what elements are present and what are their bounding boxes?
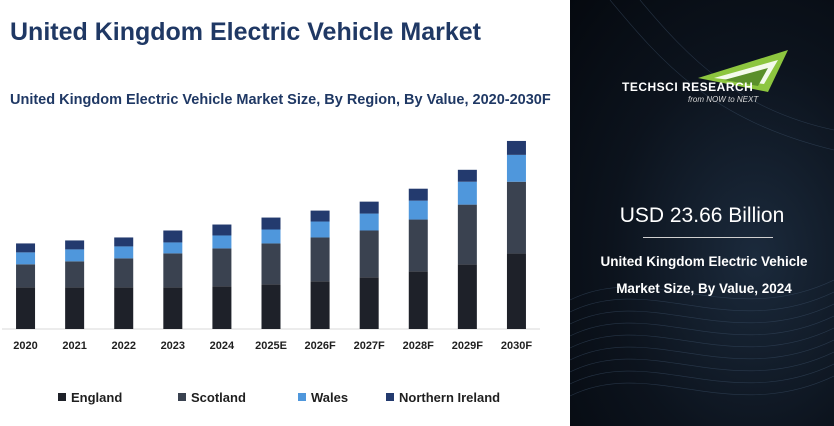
bar-segment-england-2021 — [65, 287, 85, 329]
background-wave-lines — [570, 0, 834, 397]
chart-legend: England Scotland Wales Northern Ireland — [58, 388, 516, 406]
bar-segment-england-2028f — [408, 271, 428, 329]
bar-segment-northern-ireland-2021 — [65, 240, 85, 250]
logo-wordmark: TECHSCI RESEARCH — [622, 80, 754, 94]
bar-segment-scotland-2025e — [261, 243, 281, 285]
bar-segment-northern-ireland-2029f — [457, 169, 477, 182]
bar-segment-scotland-2023 — [163, 253, 183, 288]
x-tick-label: 2023 — [161, 340, 185, 352]
bar-segment-england-2024 — [212, 286, 232, 329]
bar-segment-scotland-2029f — [457, 204, 477, 265]
bar-segment-northern-ireland-2028f — [408, 188, 428, 201]
bar-segment-england-2022 — [114, 287, 134, 329]
bar-segment-wales-2025e — [261, 229, 281, 244]
x-tick-label: 2021 — [62, 340, 86, 352]
market-value-label: United Kingdom Electric Vehicle Market S… — [588, 248, 820, 302]
bar-segment-scotland-2022 — [114, 258, 134, 288]
bar-segment-scotland-2024 — [212, 248, 232, 287]
bar-segment-scotland-2020 — [16, 264, 36, 288]
x-tick-label: 2024 — [210, 340, 235, 352]
market-label-line1: United Kingdom Electric Vehicle — [600, 254, 808, 269]
bar-segment-wales-2020 — [16, 252, 36, 265]
bar-segment-wales-2027f — [359, 213, 379, 231]
bar-segment-scotland-2026f — [310, 237, 330, 282]
x-tick-label: 2028F — [403, 340, 434, 352]
bar-segment-northern-ireland-2030f — [506, 140, 526, 155]
x-tick-label: 2020 — [13, 340, 37, 352]
bar-segment-england-2025e — [261, 284, 281, 329]
x-tick-label: 2030F — [501, 340, 532, 352]
bar-segment-wales-2023 — [163, 242, 183, 254]
summary-panel: TECHSCI RESEARCH from NOW to NEXT USD 23… — [570, 0, 834, 426]
bar-segment-northern-ireland-2022 — [114, 237, 134, 247]
x-tick-label: 2029F — [452, 340, 483, 352]
market-label-line2: Market Size, By Value, 2024 — [616, 281, 792, 296]
x-tick-label: 2026F — [304, 340, 335, 352]
bar-segment-wales-2024 — [212, 235, 232, 249]
x-tick-label: 2022 — [111, 340, 135, 352]
bar-segment-northern-ireland-2020 — [16, 243, 36, 253]
bar-segment-wales-2026f — [310, 221, 330, 238]
bar-segment-northern-ireland-2024 — [212, 224, 232, 236]
bar-segment-wales-2021 — [65, 249, 85, 262]
legend-item: Northern Ireland — [386, 390, 516, 405]
legend-item: Wales — [298, 390, 386, 405]
bar-segment-wales-2022 — [114, 246, 134, 259]
bar-segment-northern-ireland-2023 — [163, 230, 183, 243]
chart-panel: United Kingdom Electric Vehicle Market U… — [2, 18, 551, 406]
bar-segment-wales-2029f — [457, 181, 477, 205]
logo-tagline: from NOW to NEXT — [688, 95, 759, 104]
techsci-logo — [698, 50, 788, 92]
x-tick-label: 2027F — [354, 340, 385, 352]
bar-segment-scotland-2027f — [359, 230, 379, 278]
legend-label: England — [71, 389, 123, 405]
legend-swatch — [58, 393, 66, 401]
legend-swatch — [298, 393, 306, 401]
page-title: United Kingdom Electric Vehicle Market — [10, 18, 481, 46]
bar-segment-england-2026f — [310, 281, 330, 329]
bar-segment-wales-2028f — [408, 200, 428, 220]
legend-label: Scotland — [191, 389, 246, 405]
bar-segment-northern-ireland-2026f — [310, 210, 330, 222]
bar-segment-england-2029f — [457, 264, 477, 329]
legend-label: Northern Ireland — [399, 389, 501, 405]
legend-swatch — [178, 393, 186, 401]
bar-segment-scotland-2030f — [506, 181, 526, 254]
bar-segment-england-2020 — [16, 287, 36, 329]
bar-segment-england-2023 — [163, 287, 183, 329]
legend-swatch — [386, 393, 394, 401]
legend-label: Wales — [311, 389, 349, 405]
bar-segment-northern-ireland-2025e — [261, 217, 281, 230]
market-value: USD 23.66 Billion — [619, 204, 785, 227]
bar-segment-scotland-2028f — [408, 219, 428, 272]
chart-subtitle: United Kingdom Electric Vehicle Market S… — [10, 92, 551, 108]
bar-segment-england-2027f — [359, 277, 379, 329]
legend-item: England — [58, 390, 178, 405]
bar-segment-northern-ireland-2027f — [359, 201, 379, 214]
legend-item: Scotland — [178, 390, 298, 405]
bar-segment-wales-2030f — [506, 154, 526, 182]
value-divider — [643, 237, 773, 238]
bar-segment-scotland-2021 — [65, 261, 85, 288]
stacked-bar-chart: 2020 2021 2022 2023 2024 2025E 2026F 2027F 2028F… — [2, 140, 540, 352]
x-tick-label: 2025E — [255, 340, 287, 352]
bar-segment-england-2030f — [506, 253, 526, 329]
